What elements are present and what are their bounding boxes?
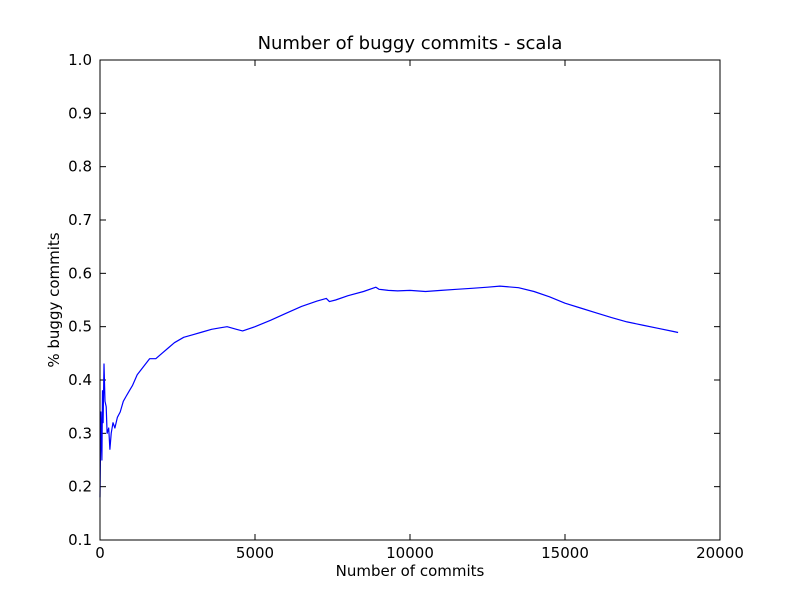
x-tick-label: 15000 bbox=[541, 544, 589, 562]
y-axis-label: % buggy commits bbox=[45, 232, 63, 367]
x-axis-label: Number of commits bbox=[336, 562, 485, 580]
x-tick-label: 0 bbox=[95, 544, 105, 562]
y-tick-label: 0.5 bbox=[68, 318, 92, 336]
y-tick-label: 0.7 bbox=[68, 211, 92, 229]
plot-frame bbox=[99, 59, 721, 541]
y-tick-label: 0.1 bbox=[68, 531, 92, 549]
chart-title: Number of buggy commits - scala bbox=[258, 33, 563, 54]
y-tick-label: 0.2 bbox=[68, 478, 92, 496]
y-tick-label: 0.8 bbox=[68, 158, 92, 176]
series-layer bbox=[99, 285, 679, 498]
series-line bbox=[99, 285, 679, 498]
x-tick-label: 20000 bbox=[696, 544, 744, 562]
tick-group: 0 5000 10000 15000 20000 0.1 0.2 0.3 0.4 0.5 0.6 0.… bbox=[68, 51, 744, 562]
y-tick-label: 0.3 bbox=[68, 424, 92, 442]
y-tick-label: 1.0 bbox=[68, 51, 92, 69]
y-tick-label: 0.6 bbox=[68, 264, 92, 282]
y-tick-label: 0.4 bbox=[68, 371, 92, 389]
y-tick-label: 0.9 bbox=[68, 104, 92, 122]
x-tick-label: 10000 bbox=[386, 544, 434, 562]
x-tick-label: 5000 bbox=[236, 544, 274, 562]
